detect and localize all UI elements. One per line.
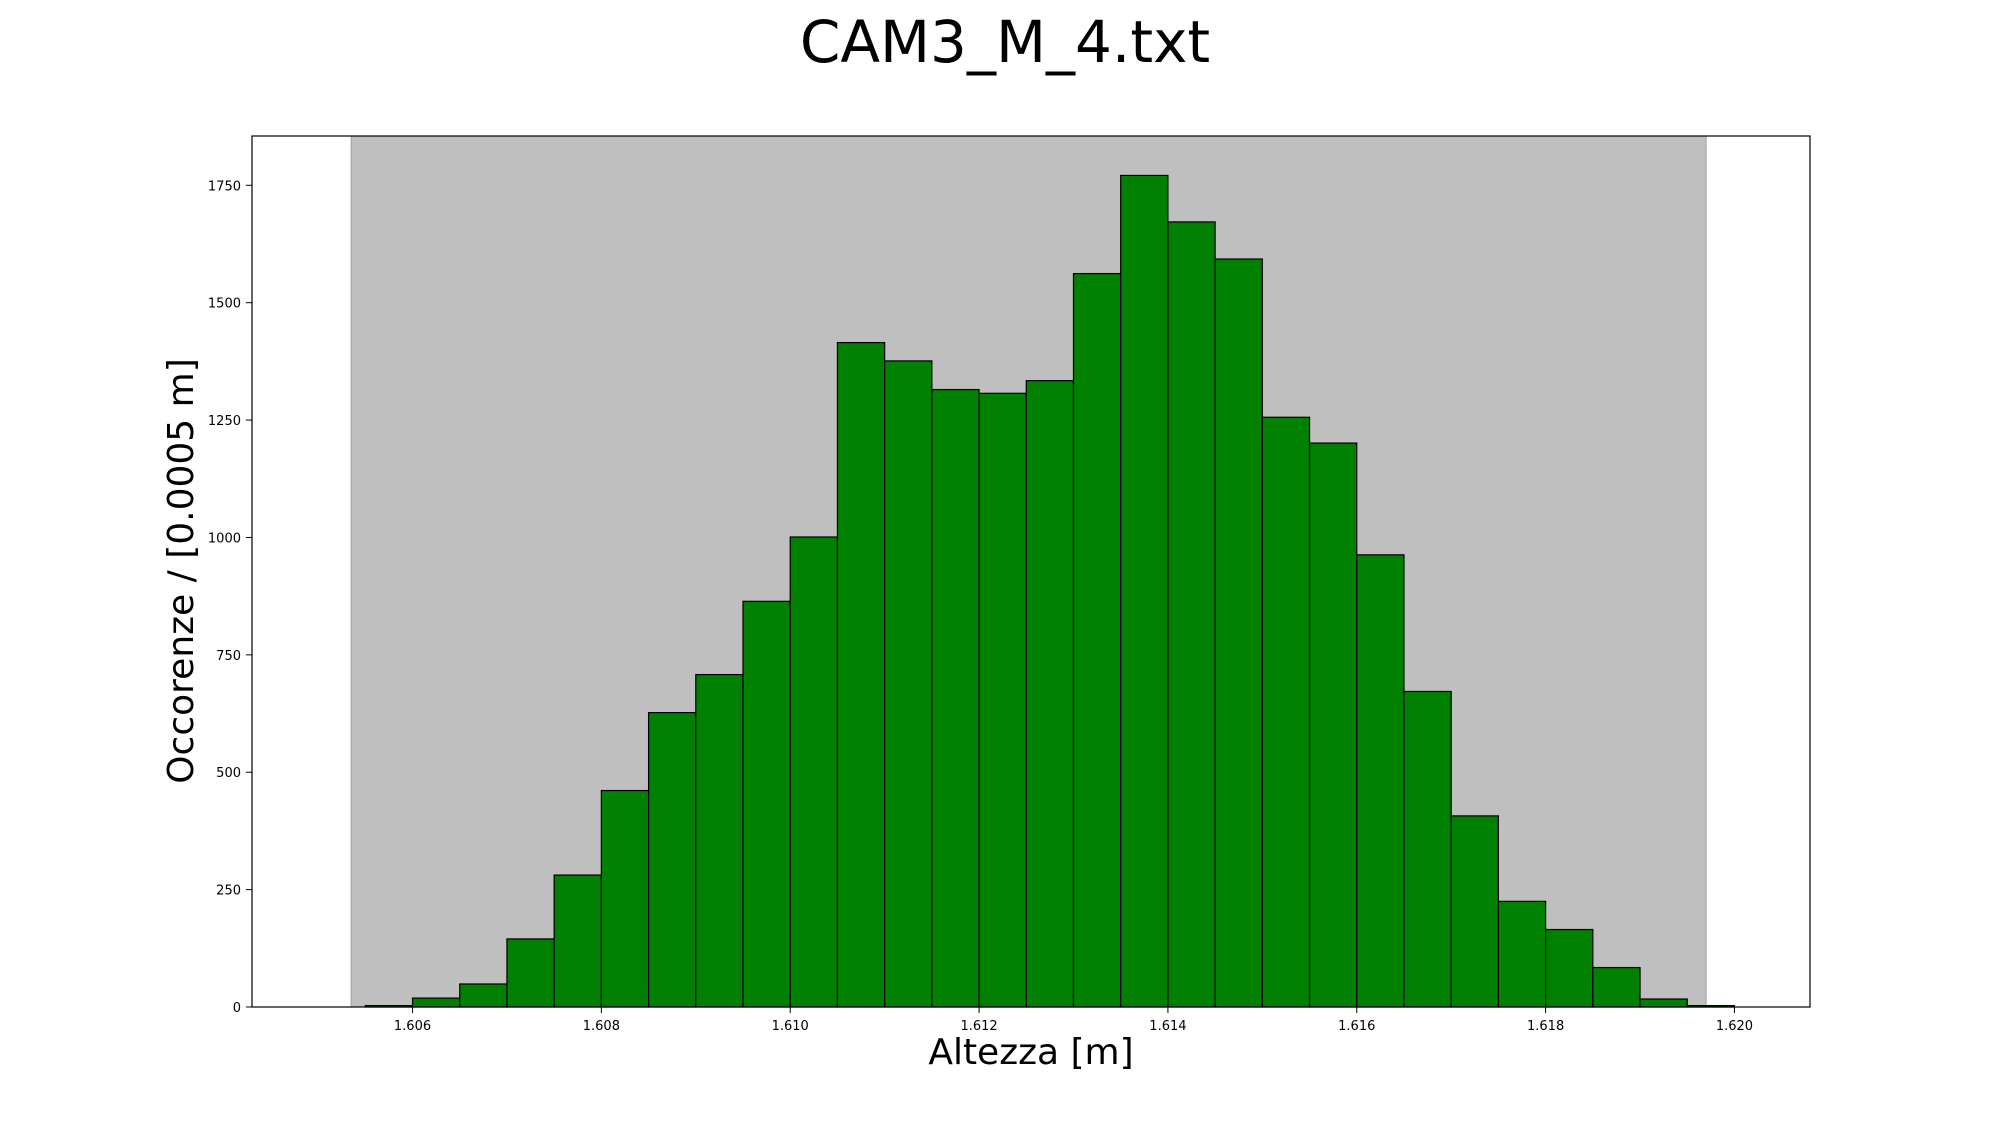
histogram-bar-2 [411, 997, 461, 1008]
histogram-bar-15 [1025, 380, 1075, 1008]
x-tick-label-1: 1.608 [583, 1019, 620, 1034]
histogram-bar-8 [695, 673, 744, 1008]
histogram-bar-11 [836, 341, 886, 1008]
histogram-bar-20 [1261, 416, 1311, 1008]
histogram-bar-10 [789, 536, 839, 1008]
histogram-bar-9 [742, 600, 791, 1008]
y-tick-label-3: 750 [216, 649, 241, 664]
histogram-bar-19 [1214, 258, 1263, 1008]
histogram-bar-4 [506, 938, 555, 1008]
x-tick-label-3: 1.612 [960, 1019, 997, 1034]
y-tick-label-7: 1750 [208, 179, 241, 194]
y-tick-label-5: 1250 [208, 414, 241, 429]
histogram-bar-26 [1545, 928, 1594, 1008]
histogram-bar-27 [1592, 966, 1641, 1008]
y-tick-label-0: 0 [233, 1001, 241, 1016]
histogram-bar-28 [1639, 998, 1688, 1008]
x-tick-label-0: 1.606 [394, 1019, 431, 1034]
y-tick-label-4: 1000 [208, 531, 241, 546]
x-tick-label-5: 1.616 [1338, 1019, 1375, 1034]
histogram-bar-14 [978, 392, 1027, 1008]
plot-area [251, 135, 1811, 1008]
histogram-bar-23 [1403, 690, 1452, 1008]
histogram-bar-21 [1308, 442, 1358, 1008]
x-tick-label-6: 1.618 [1527, 1019, 1564, 1034]
histogram-bar-5 [553, 874, 602, 1008]
histogram-bar-22 [1356, 554, 1405, 1008]
histogram-bar-18 [1167, 221, 1216, 1008]
x-axis-label: Altezza [m] [928, 1032, 1133, 1073]
x-tick-label-7: 1.620 [1716, 1019, 1753, 1034]
histogram-bar-12 [884, 360, 933, 1008]
plot-frame [251, 135, 1811, 1008]
histogram-bar-6 [600, 789, 650, 1008]
y-tick-label-1: 250 [216, 884, 241, 899]
y-tick-label-6: 1500 [208, 297, 241, 312]
chart-title: CAM3_M_4.txt [800, 8, 1210, 76]
histogram-bar-16 [1072, 272, 1122, 1008]
x-tick-label-4: 1.614 [1149, 1019, 1186, 1034]
y-axis-ticks: 0 250 500 750 1000 1250 1500 1750 [208, 179, 252, 1016]
histogram-bar-25 [1497, 900, 1547, 1008]
x-axis-ticks: 1.606 1.608 1.610 1.612 1.614 1.616 1.618 1.620 [394, 1007, 1753, 1034]
histogram-bar-24 [1450, 815, 1499, 1008]
histogram-bar-3 [459, 983, 508, 1008]
y-tick-label-2: 500 [216, 766, 241, 781]
histogram-bar-7 [647, 711, 697, 1008]
bars-layer [364, 174, 1736, 1008]
y-axis-label: Occorenze / [0.0005 m] [161, 358, 202, 784]
x-tick-label-2: 1.610 [772, 1019, 809, 1034]
histogram-bar-17 [1120, 174, 1169, 1008]
histogram-bar-13 [931, 388, 980, 1008]
